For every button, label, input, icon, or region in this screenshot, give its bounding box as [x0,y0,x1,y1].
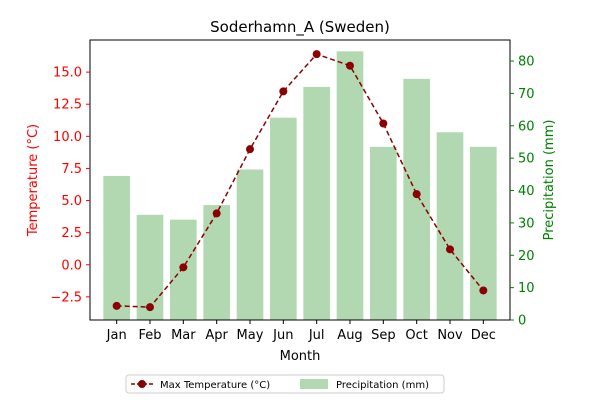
precipitation-bar [303,86,330,320]
y-right-tick-label: 80 [518,55,535,70]
plot-frame [89,39,511,321]
y-left-tick-label: 10.0 [53,130,82,145]
precipitation-bar [136,214,164,320]
legend: Max Temperature (°C) Precipitation (mm) [125,374,445,394]
temperature-point [212,209,221,218]
y-axis-left-label: Temperature (°C) [26,124,41,237]
x-axis-label: Month [280,349,321,364]
x-tick-label: Dec [471,328,496,343]
x-tick-label: Aug [337,328,362,343]
y-right-tick-label: 30 [518,216,535,231]
precipitation-bar [236,169,264,320]
temperature-line [112,50,488,312]
temperature-point [312,50,321,59]
y-right-tick-label: 20 [518,249,535,264]
temperature-line-path [116,53,484,308]
y-left-tick-label: 5.0 [61,194,82,209]
y-left-tick-label: 15.0 [53,66,82,81]
precipitation-bar [336,51,364,321]
y-left-tick-label: 0.0 [61,258,82,273]
legend-bar-swatch [300,379,328,389]
y-left-tick-label: −2.5 [50,290,82,305]
x-axis: Jan Feb Mar Apr May Jun Jul Aug Sep Oct Nov Dec [106,320,496,343]
x-tick-label: Oct [405,328,427,343]
x-tick-label: Jul [308,328,325,343]
legend-label-precipitation: Precipitation (mm) [336,380,429,391]
precipitation-bar [403,78,430,320]
y-axis-right-label: Precipitation (mm) [542,120,557,241]
legend-box [125,374,445,394]
precipitation-bar [370,146,397,320]
x-tick-label: Jan [106,328,127,343]
temperature-point [479,286,488,295]
temperature-point [146,303,154,312]
precipitation-bar [270,117,297,320]
y-right-tick-label: 60 [518,119,535,134]
x-tick-label: Mar [171,328,196,343]
x-tick-label: Nov [437,328,463,343]
chart-title: Soderhamn_A (Sweden) [210,18,390,37]
temperature-point [346,61,354,70]
precipitation-bar [203,205,230,320]
precipitation-bar [436,132,464,320]
precipitation-bar [103,175,130,320]
temperature-point [112,301,121,310]
x-tick-label: Sep [371,328,396,343]
y-right-tick-label: 0 [518,314,526,329]
temperature-point [279,87,288,96]
y-left-tick-label: 7.5 [61,162,82,177]
precipitation-bars [103,51,497,321]
y-axis-left: −2.5 0.0 2.5 5.0 7.5 10.0 12.5 15.0 [50,66,90,305]
temperature-point [179,263,188,272]
legend-line-marker [138,380,146,388]
x-tick-label: Apr [205,328,228,343]
y-right-tick-label: 40 [518,184,535,199]
temperature-point [412,190,421,199]
x-tick-label: May [237,328,264,343]
y-right-tick-label: 50 [518,152,535,167]
y-axis-right: 0 10 20 30 40 50 60 70 80 [510,55,535,329]
y-right-tick-label: 70 [518,87,535,102]
y-left-tick-label: 2.5 [61,226,82,241]
temperature-point [246,145,254,154]
y-left-tick-label: 12.5 [53,98,82,113]
temperature-point [446,245,454,254]
y-right-tick-label: 10 [518,281,535,296]
x-tick-label: Feb [138,328,161,343]
legend-label-temperature: Max Temperature (°C) [160,380,270,391]
temperature-point [379,119,388,128]
x-tick-label: Jun [272,328,293,343]
